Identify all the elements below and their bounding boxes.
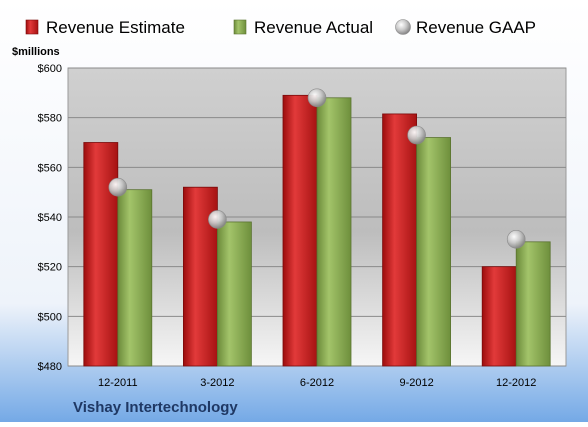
bar-revenue-estimate [83,142,119,367]
legend-revenue-actual: Revenue Actual [254,18,373,37]
bar-revenue-actual [117,189,153,367]
bar-revenue-actual [216,221,252,367]
y-tick-label: $600 [38,63,62,75]
x-tick-label: 3-2012 [200,377,234,389]
legend-revenue-gaap-swatch [395,19,411,35]
company-name: Vishay Intertechnology [73,399,238,416]
marker-revenue-gaap [506,230,526,249]
legend-revenue-gaap: Revenue GAAP [416,18,536,37]
x-tick-label: 6-2012 [300,377,334,389]
x-axis-labels: 12-2011 3-2012 6-2012 9-2012 12-2012 [98,377,536,389]
y-tick-label: $560 [38,162,62,174]
legend: Revenue Estimate Revenue Actual Revenue GA… [25,18,536,37]
bar-revenue-actual [416,137,452,367]
legend-revenue-actual-swatch [233,19,247,35]
y-axis-ticks: $480 $500 $520 $540 $560 $580 $600 [38,63,62,373]
y-tick-label: $540 [38,212,62,224]
bar-revenue-estimate [481,266,517,367]
y-tick-label: $500 [38,311,62,323]
x-tick-label: 12-2012 [496,377,536,389]
bar-revenue-estimate [282,94,318,367]
y-tick-label: $580 [38,113,62,125]
bar-revenue-actual [515,241,551,367]
y-tick-label: $520 [38,262,62,274]
x-tick-label: 12-2011 [98,377,138,389]
x-tick-label: 9-2012 [399,377,433,389]
marker-revenue-gaap [407,125,426,145]
bar-revenue-estimate [382,113,418,367]
y-tick-label: $480 [38,361,62,373]
marker-revenue-gaap [108,177,128,197]
marker-revenue-gaap [208,210,227,229]
y-axis-label: $millions [12,46,60,58]
bars [83,94,551,367]
legend-revenue-estimate-swatch [25,19,39,35]
bar-revenue-actual [316,97,352,367]
gaap-markers [108,88,526,249]
legend-revenue-estimate: Revenue Estimate [46,18,185,37]
marker-revenue-gaap [307,88,327,108]
